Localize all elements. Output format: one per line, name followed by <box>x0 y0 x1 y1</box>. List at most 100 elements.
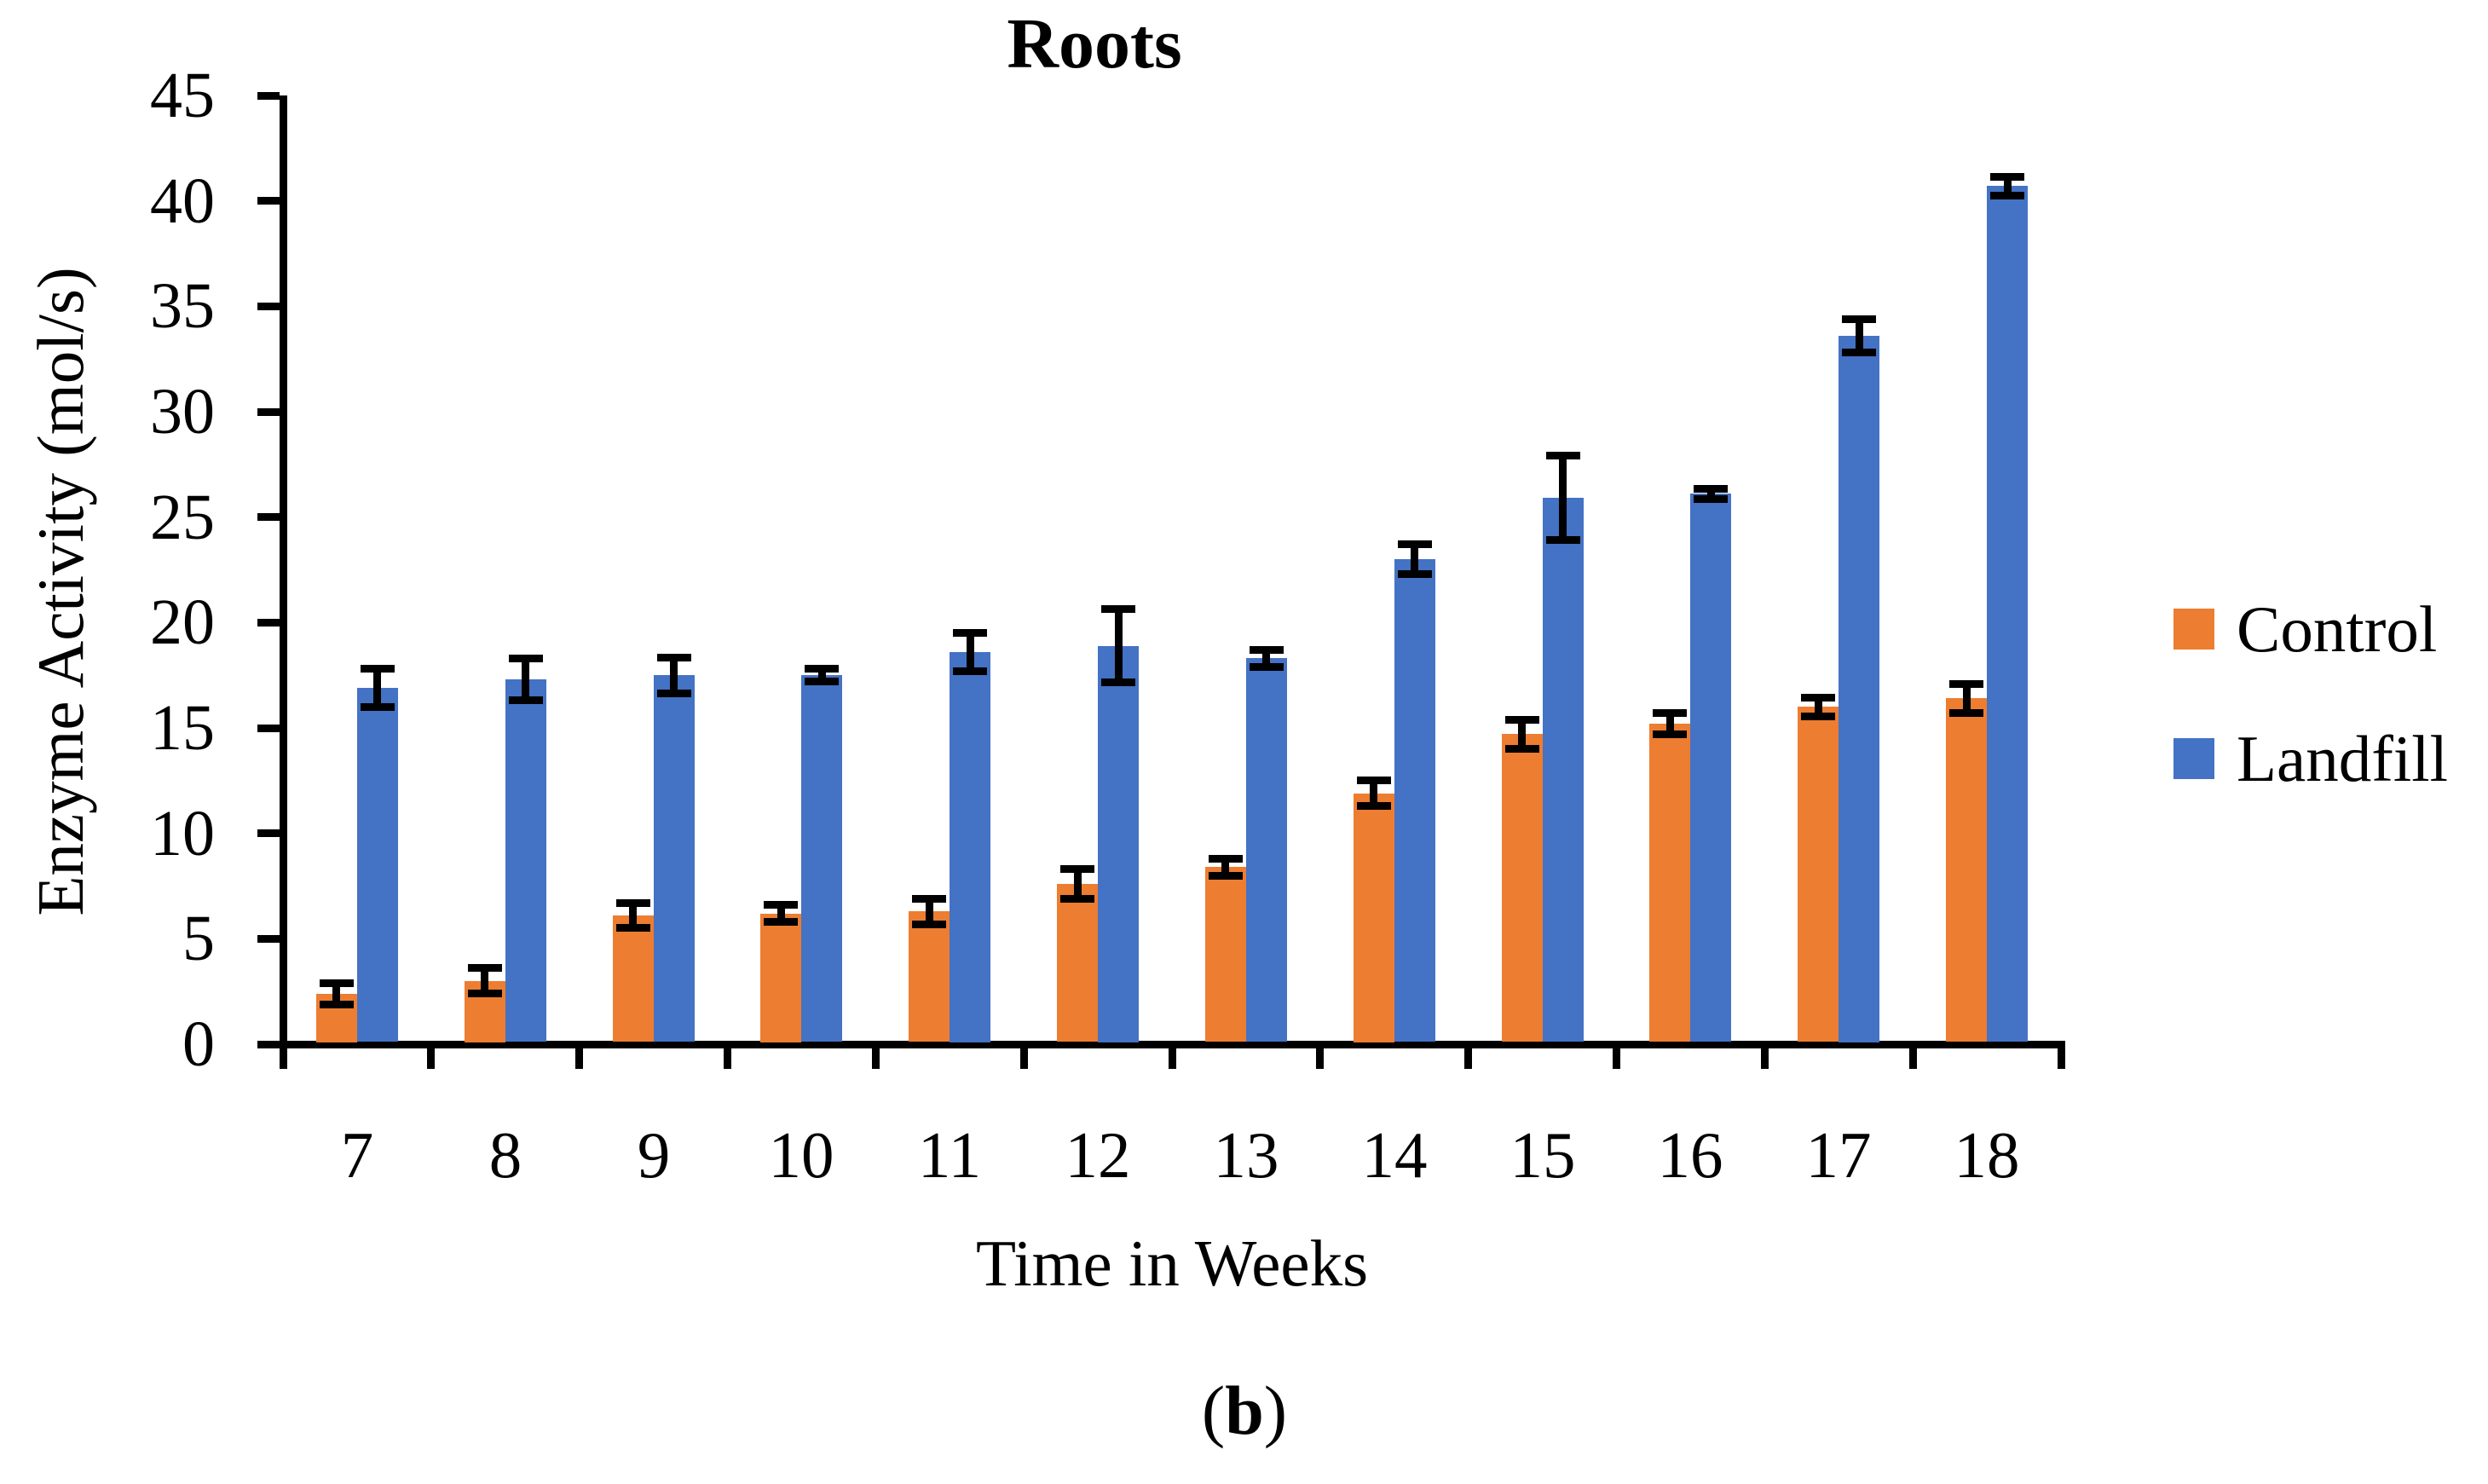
y-tick-label: 0 <box>182 1008 215 1080</box>
bar-landfill-week-9 <box>654 675 695 1042</box>
error-bar-cap-top <box>1694 485 1728 493</box>
error-bar-cap-top <box>1357 777 1391 784</box>
y-tick-label: 5 <box>182 903 215 974</box>
error-bar-cap-top <box>616 899 650 907</box>
bar-control-week-16 <box>1649 724 1690 1042</box>
x-axis-title: Time in Weeks <box>975 1227 1369 1300</box>
x-tick-label: 17 <box>1805 1118 1872 1192</box>
x-tick <box>575 1048 583 1069</box>
y-tick <box>257 513 280 521</box>
y-axis-line <box>280 95 287 1048</box>
error-bar-cap-bottom <box>1209 872 1243 880</box>
error-bar-stem <box>1074 869 1082 899</box>
legend-item-landfill: Landfill <box>2173 721 2448 796</box>
error-bar-cap-bottom <box>1842 349 1876 356</box>
error-bar-stem <box>670 657 678 693</box>
x-tick-label: 13 <box>1213 1118 1279 1192</box>
error-bar-cap-bottom <box>912 921 946 928</box>
error-bar-stem <box>926 898 933 924</box>
error-bar-cap-bottom <box>509 696 543 704</box>
error-bar-cap-top <box>912 895 946 903</box>
error-bar-cap-bottom <box>953 667 987 675</box>
y-tick <box>257 408 280 416</box>
error-bar-cap-top <box>1801 694 1835 702</box>
error-bar-cap-top <box>468 964 502 972</box>
error-bar-cap-bottom <box>1357 802 1391 810</box>
bar-control-week-12 <box>1057 884 1098 1042</box>
legend-label-control: Control <box>2237 592 2438 666</box>
error-bar-cap-top <box>764 901 798 909</box>
bar-landfill-week-14 <box>1394 559 1435 1042</box>
y-tick-label: 20 <box>150 586 215 658</box>
error-bar-cap-top <box>361 665 395 673</box>
figure-caption: (b) <box>989 1364 1500 1458</box>
error-bar-stem <box>1707 488 1715 499</box>
x-tick-label: 12 <box>1065 1118 1131 1192</box>
error-bar-cap-top <box>1101 605 1135 613</box>
bar-landfill-week-15 <box>1543 498 1584 1042</box>
x-tick-label: 18 <box>1954 1118 2020 1192</box>
x-tick <box>2058 1048 2065 1069</box>
x-tick-label: 10 <box>768 1118 834 1192</box>
y-tick <box>257 92 280 100</box>
error-bar-stem <box>818 669 826 682</box>
error-bar-cap-bottom <box>1801 713 1835 720</box>
error-bar-stem <box>1262 650 1270 667</box>
x-tick <box>872 1048 880 1069</box>
error-bar-cap-top <box>1505 716 1539 724</box>
y-tick-label: 15 <box>150 692 215 764</box>
x-tick-label: 14 <box>1361 1118 1428 1192</box>
error-bar-stem <box>1115 609 1123 683</box>
bar-landfill-week-8 <box>505 679 546 1042</box>
error-bar-stem <box>629 903 637 928</box>
caption-letter: b <box>1225 1371 1264 1449</box>
error-bar-stem <box>1411 545 1418 575</box>
y-tick <box>257 619 280 627</box>
error-bar-cap-top <box>1250 646 1284 654</box>
bar-landfill-week-10 <box>801 675 842 1042</box>
x-tick <box>427 1048 435 1069</box>
error-bar-cap-bottom <box>1694 495 1728 503</box>
error-bar-cap-bottom <box>1546 536 1580 544</box>
caption-paren-close: ) <box>1263 1371 1288 1449</box>
y-tick-label: 25 <box>150 482 215 553</box>
error-bar-cap-top <box>1546 452 1580 459</box>
bar-control-week-10 <box>760 914 801 1042</box>
legend-item-control: Control <box>2173 592 2437 667</box>
bar-control-week-9 <box>613 915 654 1042</box>
bar-control-week-11 <box>909 911 950 1042</box>
x-tick <box>1613 1048 1620 1069</box>
y-tick-label: 10 <box>150 798 215 869</box>
x-tick-label: 11 <box>917 1118 982 1192</box>
error-bar-cap-bottom <box>1990 192 2024 199</box>
x-tick-label: 8 <box>488 1118 522 1192</box>
error-bar-stem <box>373 669 381 707</box>
error-bar-cap-top <box>1990 173 2024 181</box>
error-bar-stem <box>2004 176 2012 195</box>
error-bar-stem <box>967 633 974 672</box>
error-bar-cap-bottom <box>1949 709 1983 717</box>
error-bar-cap-bottom <box>1653 730 1687 738</box>
bar-control-week-15 <box>1502 734 1543 1042</box>
error-bar-cap-bottom <box>657 690 691 697</box>
error-bar-cap-top <box>509 655 543 662</box>
y-tick <box>257 829 280 837</box>
error-bar-stem <box>1518 719 1526 749</box>
bar-landfill-week-13 <box>1246 658 1287 1042</box>
x-tick-label: 7 <box>340 1118 374 1192</box>
error-bar-stem <box>1221 858 1229 875</box>
y-tick <box>257 935 280 943</box>
error-bar-cap-bottom <box>616 924 650 932</box>
bar-control-week-13 <box>1205 867 1246 1042</box>
bar-landfill-week-17 <box>1839 336 1879 1042</box>
error-bar-stem <box>1559 456 1567 540</box>
error-bar-cap-bottom <box>805 678 839 685</box>
legend-swatch-control-icon <box>2173 609 2214 650</box>
bar-landfill-week-12 <box>1098 646 1139 1042</box>
error-bar-cap-top <box>1949 680 1983 688</box>
y-tick <box>257 1041 280 1048</box>
error-bar-cap-top <box>657 654 691 661</box>
x-tick <box>724 1048 731 1069</box>
bar-landfill-week-16 <box>1690 494 1731 1042</box>
